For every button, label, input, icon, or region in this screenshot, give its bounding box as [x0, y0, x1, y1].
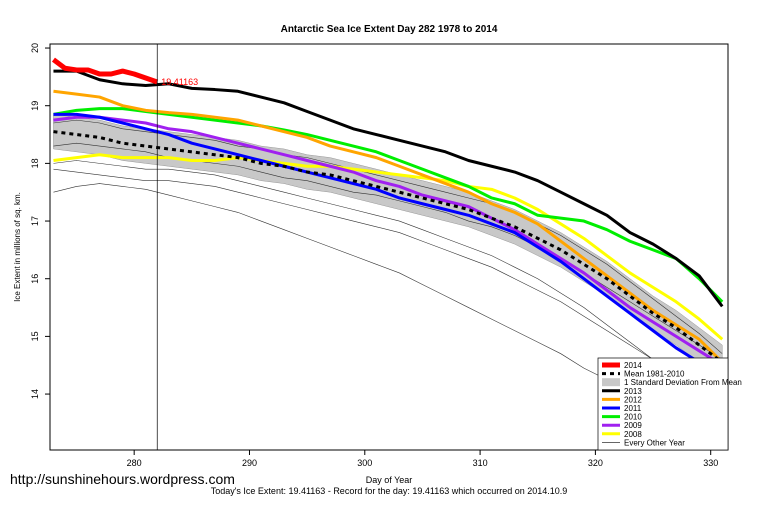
legend-label: 2010: [624, 413, 642, 422]
x-tick-label: 280: [127, 458, 142, 468]
x-tick-label: 330: [703, 458, 718, 468]
plot: [51, 57, 724, 435]
watermark: http://sunshinehours.wordpress.com: [10, 471, 235, 487]
series-line: [53, 107, 724, 303]
series-line: [53, 112, 723, 376]
x-tick-label: 290: [242, 458, 257, 468]
x-axis-label: Day of Year: [366, 475, 413, 485]
value-label: 19.41163: [161, 77, 198, 87]
legend-label: 1 Standard Deviation From Mean: [624, 378, 742, 387]
y-tick-label: 19: [30, 101, 40, 111]
legend-swatch: [602, 378, 620, 387]
legend-label: 2013: [624, 387, 642, 396]
other-year-line: [53, 160, 723, 412]
series-line: [53, 89, 724, 364]
series-line: [53, 69, 724, 308]
y-tick-label: 14: [30, 389, 40, 399]
legend-label: 2011: [624, 404, 642, 413]
legend-label: 2012: [624, 395, 642, 404]
chart-title: Antarctic Sea Ice Extent Day 282 1978 to…: [281, 24, 498, 35]
x-tick-label: 300: [357, 458, 372, 468]
x-tick-label: 310: [473, 458, 488, 468]
series-line: [53, 153, 724, 341]
other-year-line: [53, 168, 723, 403]
y-tick-label: 16: [30, 274, 40, 284]
legend-label: 2008: [624, 430, 642, 439]
legend-label: 2014: [624, 361, 642, 370]
series-line: [51, 57, 159, 85]
x-tick-label: 320: [588, 458, 603, 468]
series-line: [53, 115, 724, 367]
series-line: [53, 130, 724, 364]
footer: Today's Ice Extent: 19.41163 - Record fo…: [211, 486, 568, 496]
legend-label: Mean 1981-2010: [624, 370, 685, 379]
y-tick-label: 17: [30, 216, 40, 226]
legend-label: 2009: [624, 421, 642, 430]
y-axis-label: Ice Extent in millions of sq. km.: [13, 192, 22, 302]
y-tick-label: 20: [30, 43, 40, 53]
y-tick-label: 15: [30, 331, 40, 341]
y-tick-label: 18: [30, 158, 40, 168]
legend-label: Every Other Year: [624, 438, 685, 447]
plot-frame: [49, 43, 729, 451]
